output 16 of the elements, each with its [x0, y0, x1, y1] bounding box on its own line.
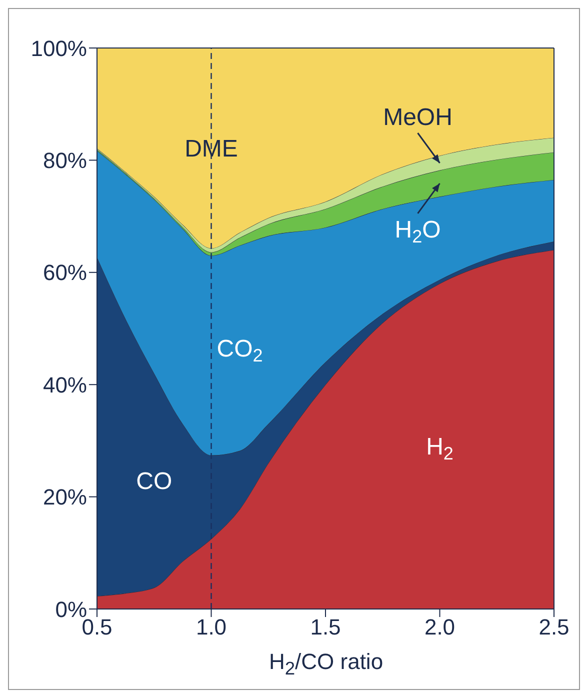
x-axis-title: H$_{2}$/CO ratio — [268, 649, 384, 680]
series-label: MeOH — [383, 104, 452, 132]
x-tick-label: 2.5 — [538, 614, 570, 640]
x-tick-label: 1.5 — [310, 614, 341, 640]
y-tick-label: 20% — [42, 484, 87, 510]
y-tick-label: 60% — [42, 260, 87, 286]
y-tick-label: 80% — [42, 148, 87, 174]
series-label: CO$_{2}$ — [216, 336, 263, 366]
series-label: DME — [184, 136, 238, 163]
y-tick-label: 40% — [42, 372, 87, 398]
legend-label: H$_{2}$O — [394, 216, 441, 247]
series-label: CO — [136, 468, 172, 495]
x-tick-label: 1.0 — [196, 614, 227, 640]
y-tick-label: 100% — [30, 36, 87, 61]
series-label: H$_{2}$ — [426, 434, 454, 464]
x-tick-label: 2.0 — [424, 614, 456, 640]
